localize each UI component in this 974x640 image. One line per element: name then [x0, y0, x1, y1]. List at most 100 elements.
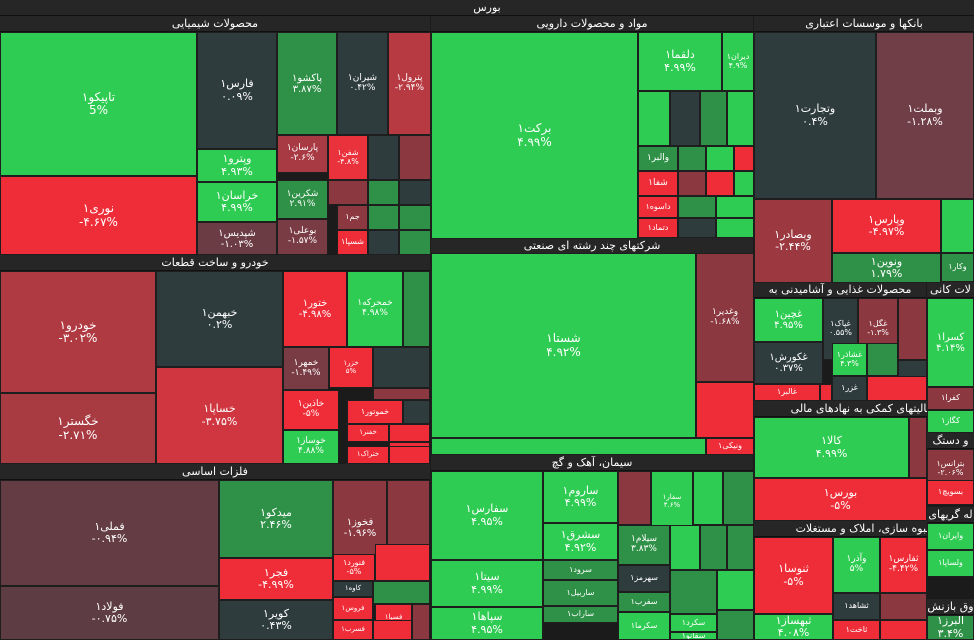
stock-tile[interactable]: کویر۱ ۰.۴۳%	[219, 600, 333, 640]
stock-tile-small[interactable]	[941, 199, 974, 253]
stock-tile-small[interactable]	[716, 218, 754, 238]
stock-tile[interactable]: بسویچ۱	[927, 480, 974, 505]
stock-tile[interactable]: سفرب۱	[618, 592, 670, 612]
stock-tile-small[interactable]	[717, 610, 754, 640]
stock-tile-small[interactable]	[678, 146, 706, 171]
stock-tile[interactable]: ولساپا۱	[927, 550, 974, 577]
stock-tile[interactable]: خودرو۱ -۳.۰۲%	[0, 271, 156, 393]
stock-tile[interactable]: غکورش۱ ۰.۳۷%	[754, 342, 823, 384]
stock-tile[interactable]: خمحرکه۱ ۴.۹۸%	[347, 271, 403, 347]
stock-tile-small[interactable]	[723, 471, 754, 525]
stock-tile-small[interactable]	[880, 593, 927, 620]
stock-tile-small[interactable]	[734, 146, 754, 171]
stock-tile-small[interactable]	[403, 400, 430, 424]
stock-tile[interactable]: خمهر۱ -۱.۴۹%	[283, 347, 329, 390]
stock-tile[interactable]: وبصادر۱ -۲.۴۴%	[754, 199, 832, 283]
stock-tile[interactable]: ونوین۱ ۱.۷۹%	[832, 253, 941, 283]
stock-tile[interactable]: غشاذر۱ ۴.۳%	[832, 343, 867, 376]
stock-tile[interactable]: کسرا۱ ۴.۱۴%	[927, 298, 974, 387]
stock-tile-small[interactable]	[618, 471, 651, 525]
stock-tile[interactable]: خبهمن۱ ۰.۲%	[156, 271, 283, 367]
stock-tile-small[interactable]	[399, 180, 431, 205]
stock-tile[interactable]: برکت۱ ۴.۹۹%	[431, 32, 638, 239]
stock-tile[interactable]: خراسان۱ ۴.۹۹%	[197, 182, 277, 222]
stock-tile-small[interactable]	[638, 91, 670, 146]
stock-tile[interactable]: والبر۱	[638, 146, 678, 171]
stock-tile[interactable]: شیران۱ ۰.۴۲%	[337, 32, 388, 135]
stock-tile[interactable]: فارس۱ ۰.۰۹%	[197, 32, 277, 149]
stock-tile[interactable]: ثفارس۱ -۴.۴۲%	[880, 537, 927, 593]
stock-tile-small[interactable]	[867, 376, 927, 401]
stock-tile[interactable]: غزر۱	[832, 376, 867, 401]
stock-tile[interactable]: خساپا۱ -۳.۷۵%	[156, 367, 283, 464]
stock-tile-small[interactable]	[693, 471, 723, 525]
stock-tile[interactable]: غالبر۱	[754, 384, 820, 401]
stock-tile[interactable]: خزر۱ ۵%	[329, 347, 373, 388]
stock-tile-small[interactable]	[403, 271, 430, 347]
stock-tile[interactable]: وپارس۱ -۴.۹۷%	[832, 199, 941, 253]
stock-tile[interactable]: ثبهساز۱ ۴.۰۸%	[754, 614, 833, 640]
stock-tile[interactable]: ساربیل۱	[543, 580, 618, 606]
stock-tile[interactable]: سهرمز۱	[618, 565, 670, 592]
stock-tile[interactable]: فملی۱ -۰.۹۴%	[0, 480, 219, 586]
stock-tile-small[interactable]	[368, 230, 399, 255]
stock-tile-small[interactable]	[389, 424, 430, 442]
stock-tile[interactable]: کالا۱ ۴.۹۹%	[754, 417, 909, 478]
stock-tile[interactable]: میدکو۱ ۲.۴۶%	[219, 480, 333, 558]
stock-tile-small[interactable]	[373, 347, 430, 388]
stock-tile-small[interactable]	[717, 570, 754, 610]
stock-tile[interactable]: وغدیر۱ -۱.۶۸%	[696, 253, 754, 382]
stock-tile[interactable]: دلقما۱ ۴.۹۹%	[638, 32, 722, 91]
stock-tile[interactable]: بورس۱ -۵%	[754, 478, 927, 521]
stock-tile[interactable]: بوعلی۱ -۱.۵۷%	[277, 219, 328, 255]
stock-tile[interactable]: کگاز۱	[927, 410, 974, 433]
stock-tile[interactable]: سکرد۱	[670, 614, 717, 632]
stock-tile[interactable]: دتماد۱	[638, 218, 678, 238]
stock-tile-small[interactable]	[368, 205, 399, 230]
stock-tile-small[interactable]	[412, 604, 430, 640]
stock-tile[interactable]: شفن۱ -۴.۸%	[328, 135, 368, 180]
stock-tile-small[interactable]	[399, 135, 431, 180]
stock-tile[interactable]: کفرا۱	[927, 387, 974, 410]
stock-tile[interactable]: سپاها۱ ۴.۹۵%	[431, 607, 543, 640]
stock-tile-small[interactable]	[909, 417, 927, 478]
stock-tile[interactable]: وآذر۱ ۵%	[833, 537, 880, 593]
stock-tile[interactable]: خاذین۱ -۵%	[283, 390, 339, 430]
stock-tile-small[interactable]	[880, 620, 927, 640]
stock-tile[interactable]: وبملت۱ -۱.۲۸%	[876, 32, 974, 199]
stock-tile-small[interactable]	[399, 230, 431, 255]
stock-tile[interactable]: خموتور۱	[347, 400, 403, 424]
stock-tile-small[interactable]	[431, 438, 706, 455]
stock-tile[interactable]: دیران۱ ۴.۹%	[722, 32, 754, 91]
stock-tile-small[interactable]	[373, 620, 412, 640]
stock-tile-small[interactable]	[670, 525, 700, 570]
stock-tile[interactable]: فسرب۱	[333, 620, 373, 640]
stock-tile[interactable]: سیتا۱ ۴.۹۹%	[431, 560, 543, 607]
stock-tile-small[interactable]	[734, 171, 754, 196]
stock-tile[interactable]: پارسان۱ -۲.۶%	[277, 135, 328, 173]
stock-tile[interactable]: سیلام۱ ۳.۸۳%	[618, 525, 670, 565]
stock-tile[interactable]: پاکشو۱ ۳.۸۷%	[277, 32, 337, 135]
stock-tile-small[interactable]	[727, 91, 754, 146]
stock-tile[interactable]: کاوه۱	[333, 581, 373, 597]
stock-tile[interactable]: ختراک۱	[347, 446, 389, 464]
stock-tile[interactable]: سشرق۱ ۴.۹۲%	[543, 523, 618, 560]
stock-tile-small[interactable]	[328, 180, 368, 205]
stock-tile[interactable]: جم۱	[337, 205, 368, 230]
stock-tile-small[interactable]	[373, 388, 430, 400]
stock-tile-small[interactable]	[706, 146, 734, 171]
stock-tile[interactable]: وپترو۱ ۴.۹۳%	[197, 149, 277, 182]
stock-tile[interactable]: ثاخت۱	[833, 620, 880, 640]
stock-tile-small[interactable]	[670, 91, 700, 146]
stock-tile[interactable]: نوری۱ -۴.۶۷%	[0, 176, 197, 255]
stock-tile-small[interactable]	[399, 205, 431, 230]
stock-tile[interactable]: شکرین۱ ۲.۹۱%	[277, 180, 328, 219]
stock-tile-small[interactable]	[700, 525, 727, 570]
stock-tile-small[interactable]	[670, 570, 717, 614]
stock-tile[interactable]: فولاد۱ -۰.۷۵%	[0, 586, 219, 640]
stock-tile-small[interactable]	[368, 180, 399, 205]
stock-tile[interactable]: شپدیس۱ -۱.۰۳%	[197, 222, 277, 255]
stock-tile-small[interactable]	[368, 135, 399, 180]
stock-tile-small[interactable]	[898, 298, 927, 360]
stock-tile[interactable]: غچین۱ ۴.۹۵%	[754, 298, 823, 342]
